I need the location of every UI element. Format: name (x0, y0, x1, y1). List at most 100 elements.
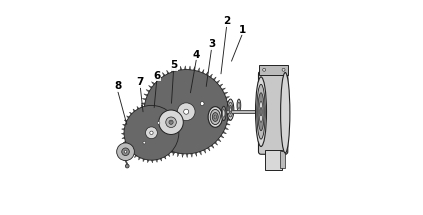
Polygon shape (180, 66, 182, 70)
Circle shape (177, 103, 195, 121)
Polygon shape (168, 154, 170, 157)
Polygon shape (140, 107, 144, 109)
Polygon shape (131, 152, 133, 155)
Circle shape (124, 150, 127, 153)
Polygon shape (137, 106, 139, 109)
Polygon shape (144, 94, 148, 96)
Text: 8: 8 (114, 81, 121, 91)
Ellipse shape (208, 107, 222, 127)
Polygon shape (207, 147, 210, 151)
Circle shape (143, 141, 146, 144)
Polygon shape (170, 111, 172, 114)
Polygon shape (177, 123, 180, 124)
Circle shape (122, 148, 129, 155)
Polygon shape (146, 90, 150, 92)
Polygon shape (179, 135, 181, 137)
Polygon shape (189, 66, 191, 70)
Polygon shape (121, 129, 124, 130)
Text: 7: 7 (137, 77, 144, 87)
Polygon shape (220, 135, 224, 138)
Polygon shape (214, 142, 218, 145)
Polygon shape (216, 80, 220, 83)
Ellipse shape (221, 106, 226, 121)
Ellipse shape (260, 108, 262, 116)
Circle shape (124, 105, 179, 160)
Ellipse shape (237, 99, 241, 112)
Ellipse shape (212, 113, 218, 121)
Polygon shape (202, 69, 204, 73)
Polygon shape (158, 104, 160, 107)
Ellipse shape (214, 115, 217, 119)
Circle shape (200, 102, 204, 106)
Polygon shape (143, 159, 145, 162)
Polygon shape (128, 149, 130, 151)
Polygon shape (141, 104, 143, 107)
Ellipse shape (230, 108, 231, 112)
Polygon shape (199, 151, 201, 155)
Polygon shape (222, 88, 225, 91)
Polygon shape (150, 103, 151, 105)
Ellipse shape (255, 77, 266, 146)
Polygon shape (178, 140, 180, 141)
Text: 3: 3 (208, 39, 215, 49)
Text: 6: 6 (153, 71, 160, 81)
Circle shape (169, 120, 173, 124)
Polygon shape (179, 131, 181, 133)
Circle shape (263, 68, 266, 71)
Ellipse shape (222, 110, 225, 117)
Text: 1: 1 (239, 25, 246, 35)
Ellipse shape (257, 84, 265, 139)
Polygon shape (148, 86, 152, 88)
Circle shape (214, 116, 216, 118)
Polygon shape (150, 137, 153, 140)
Circle shape (159, 110, 183, 134)
Polygon shape (145, 129, 148, 131)
Polygon shape (184, 66, 186, 70)
Text: 4: 4 (192, 50, 200, 60)
Polygon shape (206, 71, 209, 75)
Polygon shape (142, 98, 146, 100)
Polygon shape (227, 101, 231, 103)
Polygon shape (147, 160, 149, 163)
Polygon shape (153, 140, 156, 143)
Polygon shape (223, 131, 226, 134)
Polygon shape (151, 160, 153, 163)
Circle shape (170, 121, 172, 123)
Polygon shape (195, 152, 197, 157)
Polygon shape (126, 116, 129, 118)
Text: 2: 2 (223, 16, 230, 26)
Ellipse shape (210, 109, 220, 124)
Polygon shape (175, 118, 178, 120)
Ellipse shape (259, 101, 263, 122)
Polygon shape (198, 68, 200, 72)
Polygon shape (123, 141, 126, 143)
Polygon shape (156, 160, 157, 162)
Polygon shape (164, 148, 167, 152)
Circle shape (150, 131, 153, 134)
FancyBboxPatch shape (259, 65, 288, 75)
Polygon shape (219, 84, 223, 87)
Circle shape (117, 143, 135, 161)
Polygon shape (125, 145, 128, 147)
Polygon shape (160, 158, 162, 161)
Circle shape (166, 117, 176, 127)
Polygon shape (225, 127, 228, 129)
Polygon shape (155, 78, 158, 82)
Polygon shape (151, 82, 155, 85)
Polygon shape (122, 137, 125, 139)
Polygon shape (226, 97, 230, 99)
Circle shape (282, 68, 285, 71)
Ellipse shape (229, 105, 232, 114)
Polygon shape (123, 124, 125, 126)
Polygon shape (154, 103, 156, 106)
Polygon shape (147, 133, 151, 135)
Circle shape (146, 127, 157, 139)
Polygon shape (164, 156, 166, 159)
Polygon shape (140, 112, 144, 114)
Polygon shape (203, 149, 206, 153)
Circle shape (144, 70, 228, 154)
Ellipse shape (238, 102, 240, 109)
Polygon shape (178, 127, 181, 129)
Polygon shape (173, 152, 175, 156)
Polygon shape (228, 119, 231, 120)
